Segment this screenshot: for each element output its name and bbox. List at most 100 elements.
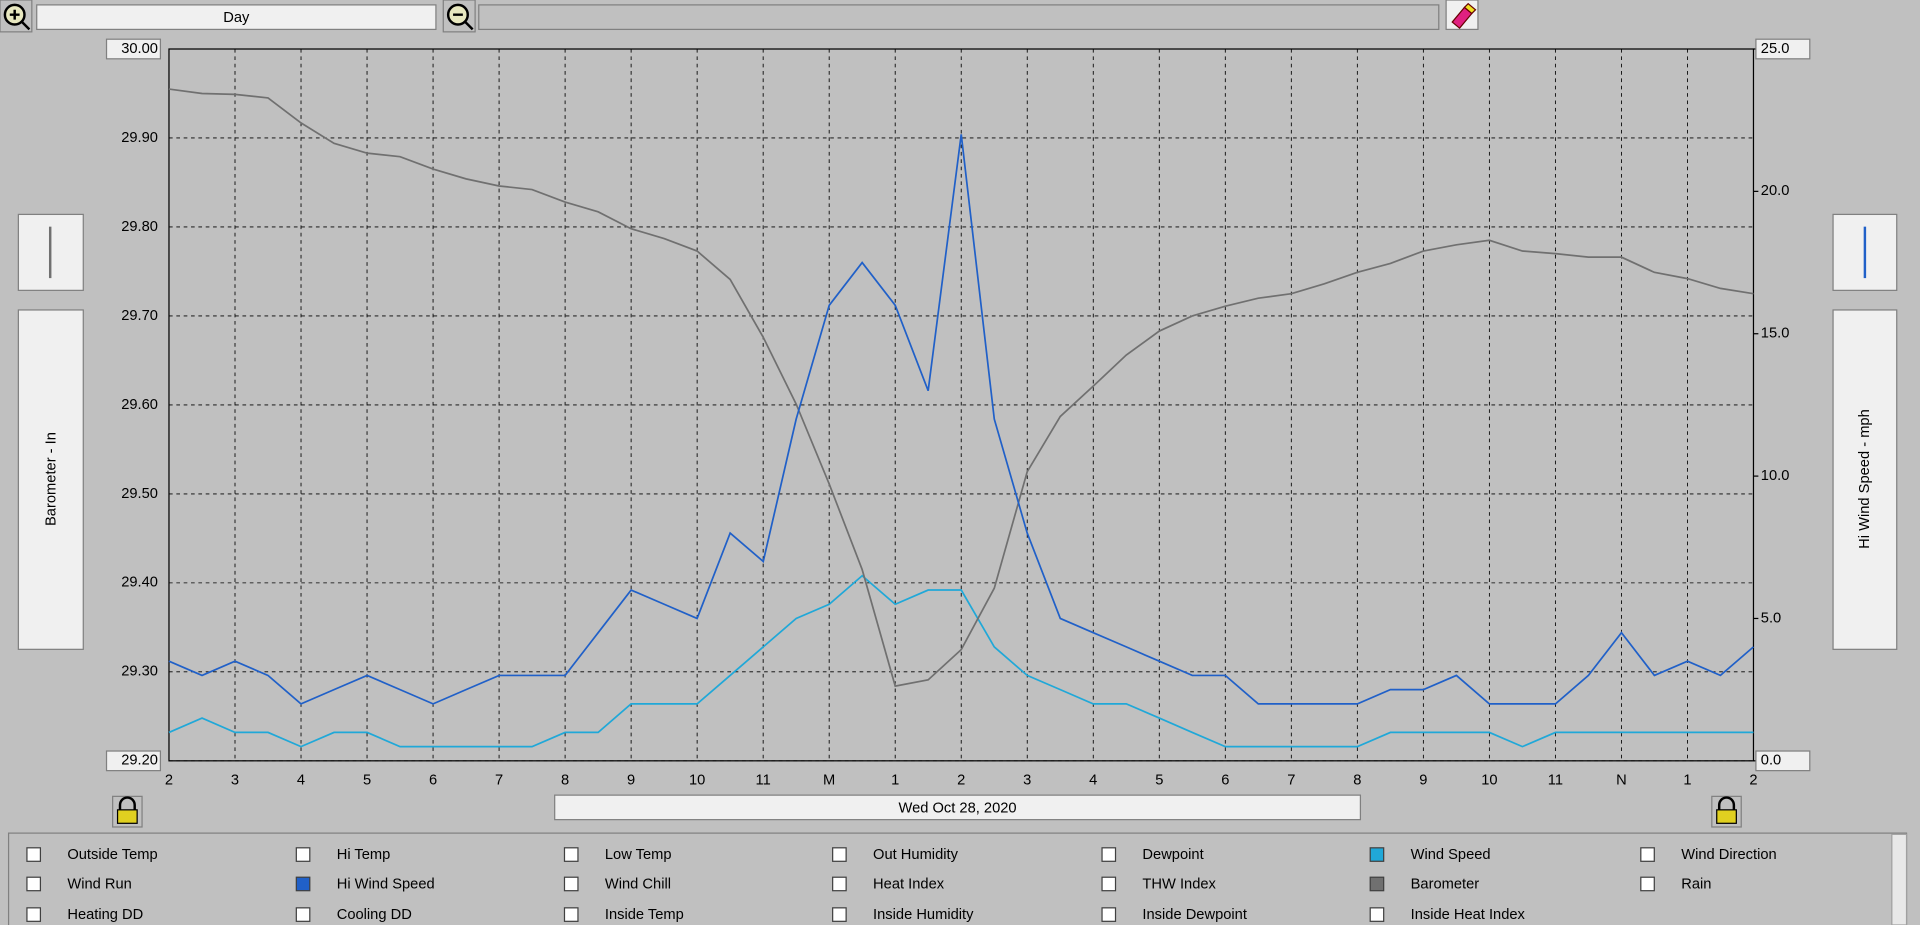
x-tick-label: 11 (756, 772, 771, 788)
line-series (168, 574, 1754, 748)
checkbox[interactable] (26, 907, 42, 922)
line-series (168, 88, 1754, 688)
eraser-button[interactable] (1445, 0, 1479, 31)
x-tick-label: 3 (231, 772, 239, 788)
y-tick-label: 29.80 (121, 219, 158, 235)
checkbox-label[interactable]: Heating DD (67, 907, 143, 923)
plus-icon (9, 9, 31, 31)
range-label: Day (223, 10, 250, 26)
y2-tick-box (1755, 38, 1811, 60)
x-tick-label: 7 (1287, 772, 1295, 788)
x-axis-label: Wed Oct 28, 2020 (899, 800, 1017, 816)
y2-tick-label: 20.0 (1761, 183, 1790, 199)
y-tick-label: 29.60 (121, 397, 158, 413)
checkbox[interactable] (295, 847, 311, 862)
checkbox-label[interactable]: Outside Temp (67, 847, 157, 863)
checkbox-label[interactable]: Inside Dewpoint (1142, 907, 1246, 923)
y-tick-label: 29.30 (121, 664, 158, 680)
checkbox-label[interactable]: Hi Wind Speed (337, 876, 435, 892)
x-tick-label: 1 (891, 772, 899, 788)
checkbox[interactable] (563, 907, 579, 922)
y-tick-label: 30.00 (121, 41, 158, 57)
checkbox[interactable] (1640, 876, 1655, 892)
checkbox[interactable] (26, 876, 42, 892)
x-tick-label: 2 (165, 772, 173, 788)
x-tick-label: 10 (1481, 772, 1497, 788)
checkbox[interactable] (832, 847, 847, 862)
checkbox[interactable] (295, 907, 311, 922)
checkbox-label[interactable]: Wind Speed (1411, 847, 1491, 863)
x-tick-label: 6 (1221, 772, 1229, 788)
checkbox-label[interactable]: Out Humidity (873, 847, 959, 863)
checkbox-label[interactable]: Heat Index (873, 876, 945, 892)
line-series (168, 134, 1755, 705)
checkbox-label[interactable]: Wind Direction (1681, 847, 1776, 863)
checkbox-label[interactable]: THW Index (1142, 876, 1216, 892)
legend-panel (7, 832, 1908, 925)
checkbox[interactable] (1369, 876, 1385, 892)
x-tick-label: 2 (1749, 772, 1757, 788)
checkbox[interactable] (832, 876, 847, 892)
y2-tick-label: 5.0 (1761, 610, 1781, 626)
checkbox[interactable] (563, 847, 579, 862)
x-tick-label: 10 (689, 772, 705, 788)
left-lock[interactable] (112, 795, 143, 828)
y2-tick-label: 10.0 (1761, 468, 1790, 484)
y-tick-label: 29.40 (121, 575, 158, 591)
scrollbar[interactable] (1891, 833, 1908, 925)
checkbox-label[interactable]: Wind Chill (605, 876, 671, 892)
y-tick-label: 29.50 (121, 486, 158, 502)
y-tick-label: 29.90 (121, 130, 158, 146)
x-tick-label: 8 (561, 772, 569, 788)
range-box[interactable] (36, 4, 437, 31)
scroll-track[interactable] (478, 4, 1440, 31)
right-lock[interactable] (1711, 795, 1742, 828)
checkbox[interactable] (563, 876, 579, 892)
right-axis-panel (1832, 309, 1898, 650)
checkbox[interactable] (1101, 876, 1117, 892)
checkbox[interactable] (1101, 907, 1117, 922)
checkbox-label[interactable]: Inside Heat Index (1411, 907, 1526, 923)
lock-shackle (118, 796, 136, 810)
eraser-tip (1463, 2, 1477, 15)
checkbox[interactable] (1369, 907, 1385, 922)
checkbox-label[interactable]: Wind Run (67, 876, 131, 892)
minus-icon (453, 13, 474, 31)
checkbox-label[interactable]: Inside Temp (605, 907, 684, 923)
checkbox-label[interactable]: Inside Humidity (873, 907, 974, 923)
y-tick-box (105, 38, 162, 60)
lock-body (116, 809, 138, 824)
checkbox[interactable] (832, 907, 847, 922)
checkbox[interactable] (1369, 847, 1385, 862)
x-tick-label: 4 (297, 772, 305, 788)
checkbox-label[interactable]: Barometer (1411, 876, 1480, 892)
checkbox-label[interactable]: Hi Temp (337, 847, 391, 863)
checkbox[interactable] (295, 876, 311, 892)
checkbox-label[interactable]: Cooling DD (337, 907, 412, 923)
date-bar (554, 794, 1362, 821)
x-tick-label: 2 (957, 772, 965, 788)
checkbox[interactable] (1640, 847, 1655, 862)
checkbox[interactable] (1101, 847, 1117, 862)
checkbox[interactable] (26, 847, 42, 862)
checkbox-label[interactable]: Dewpoint (1142, 847, 1203, 863)
x-tick-label: 9 (627, 772, 635, 788)
x-tick-label: 3 (1023, 772, 1031, 788)
checkbox-label[interactable]: Rain (1681, 876, 1711, 892)
zoom-out-button[interactable] (442, 0, 476, 33)
checkbox-label[interactable]: Low Temp (605, 847, 672, 863)
x-tick-label: 7 (495, 772, 503, 788)
x-tick-label: 4 (1089, 772, 1097, 788)
x-tick-label: N (1616, 772, 1627, 788)
y2-tick-box (1755, 750, 1811, 772)
y2-tick-label: 0.0 (1761, 753, 1781, 769)
y-tick-label: 29.70 (121, 308, 158, 324)
zoom-in-button[interactable] (0, 0, 33, 33)
x-tick-label: M (823, 772, 835, 788)
x-tick-label: 5 (363, 772, 371, 788)
x-tick-label: 5 (1155, 772, 1163, 788)
x-tick-label: 8 (1353, 772, 1361, 788)
lock-shackle (1717, 796, 1736, 810)
